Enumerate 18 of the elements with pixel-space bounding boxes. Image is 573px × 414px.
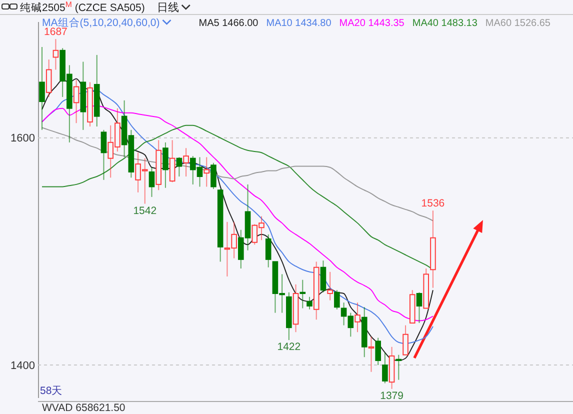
- annotation: 1687: [44, 26, 68, 38]
- text: MA60 1526.65: [485, 18, 551, 29]
- text: WVAD 658621.50: [42, 402, 126, 414]
- annotation: 58天: [40, 385, 63, 397]
- chart-subtitle: 日线: [156, 1, 179, 14]
- chart-title: 纯碱2505$^{M}$ (CZCE SA505): [20, 0, 145, 14]
- legend-heading: MA组合(5,10,20,40,60,0): [42, 17, 172, 29]
- text: MA5 1466.00: [198, 18, 259, 29]
- annotation: 1422: [277, 341, 301, 354]
- annotation: 1379: [380, 390, 404, 402]
- y-tick-label: 1400: [10, 360, 35, 372]
- annotation: 1542: [133, 204, 157, 217]
- legend-title: MA组合(5,10,20,40,60,0): [42, 16, 160, 29]
- text: MA20 1443.35: [339, 18, 405, 29]
- text: MA10 1434.80: [266, 18, 332, 29]
- text: MA40 1483.13: [412, 18, 478, 29]
- annotation: 1536: [421, 198, 445, 210]
- y-tick-label: 1600: [10, 132, 35, 145]
